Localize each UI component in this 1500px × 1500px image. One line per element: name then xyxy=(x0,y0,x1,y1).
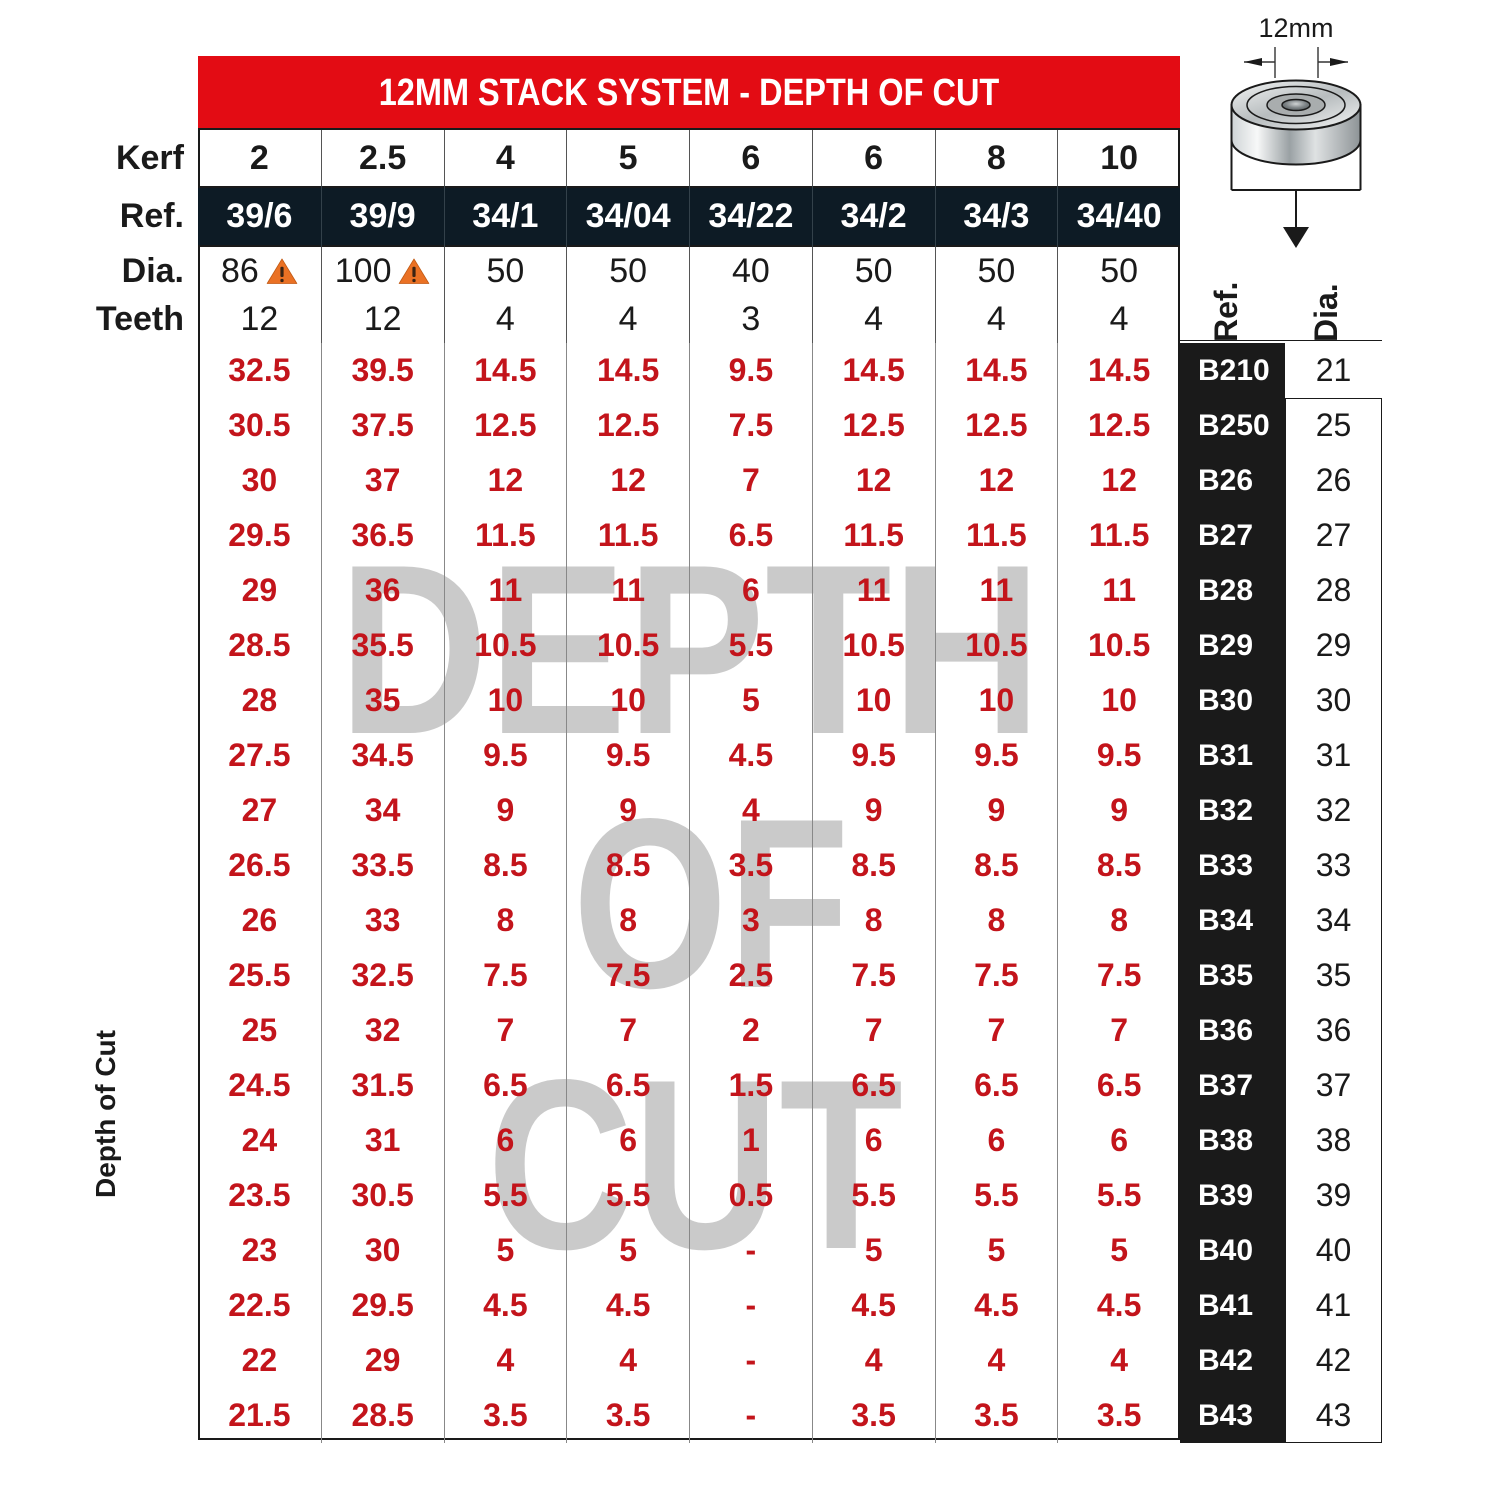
svg-text:12mm: 12mm xyxy=(1258,15,1333,43)
